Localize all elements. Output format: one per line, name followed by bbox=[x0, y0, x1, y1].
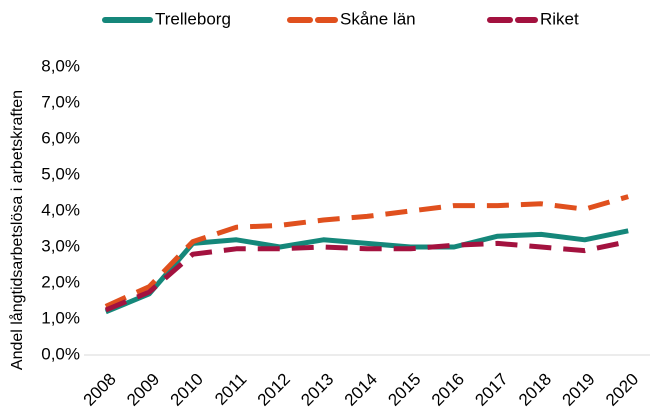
x-tick-label: 2017 bbox=[471, 370, 511, 410]
y-tick-label: 4,0% bbox=[41, 200, 80, 219]
x-tick-label: 2018 bbox=[515, 370, 555, 410]
y-tick-label: 7,0% bbox=[41, 92, 80, 111]
y-tick-label: 8,0% bbox=[41, 56, 80, 75]
x-tick-label: 2012 bbox=[254, 370, 294, 410]
series-line bbox=[104, 239, 629, 313]
x-tick-label: 2014 bbox=[341, 370, 381, 410]
series-line bbox=[104, 194, 629, 309]
x-tick-label: 2015 bbox=[384, 370, 424, 410]
legend-label: Trelleborg bbox=[155, 9, 231, 28]
x-tick-label: 2011 bbox=[211, 370, 250, 409]
y-tick-label: 3,0% bbox=[41, 236, 80, 255]
series-line bbox=[104, 228, 629, 315]
x-tick-label: 2016 bbox=[428, 370, 468, 410]
y-tick-label: 1,0% bbox=[41, 308, 80, 327]
x-tick-label: 2010 bbox=[167, 370, 207, 410]
x-tick-label: 2019 bbox=[559, 370, 599, 410]
legend-label: Skåne län bbox=[340, 9, 416, 28]
y-axis-label: Andel långtidsarbetslösa i arbetskraften bbox=[8, 90, 26, 370]
legend-label: Riket bbox=[540, 9, 579, 28]
y-tick-label: 2,0% bbox=[41, 272, 80, 291]
y-tick-label: 0,0% bbox=[41, 344, 80, 363]
y-tick-label: 5,0% bbox=[41, 164, 80, 183]
x-tick-label: 2013 bbox=[297, 370, 337, 410]
y-tick-label: 6,0% bbox=[41, 128, 80, 147]
x-tick-label: 2009 bbox=[123, 370, 163, 410]
x-tick-label: 2020 bbox=[602, 370, 642, 410]
x-tick-label: 2008 bbox=[80, 370, 120, 410]
